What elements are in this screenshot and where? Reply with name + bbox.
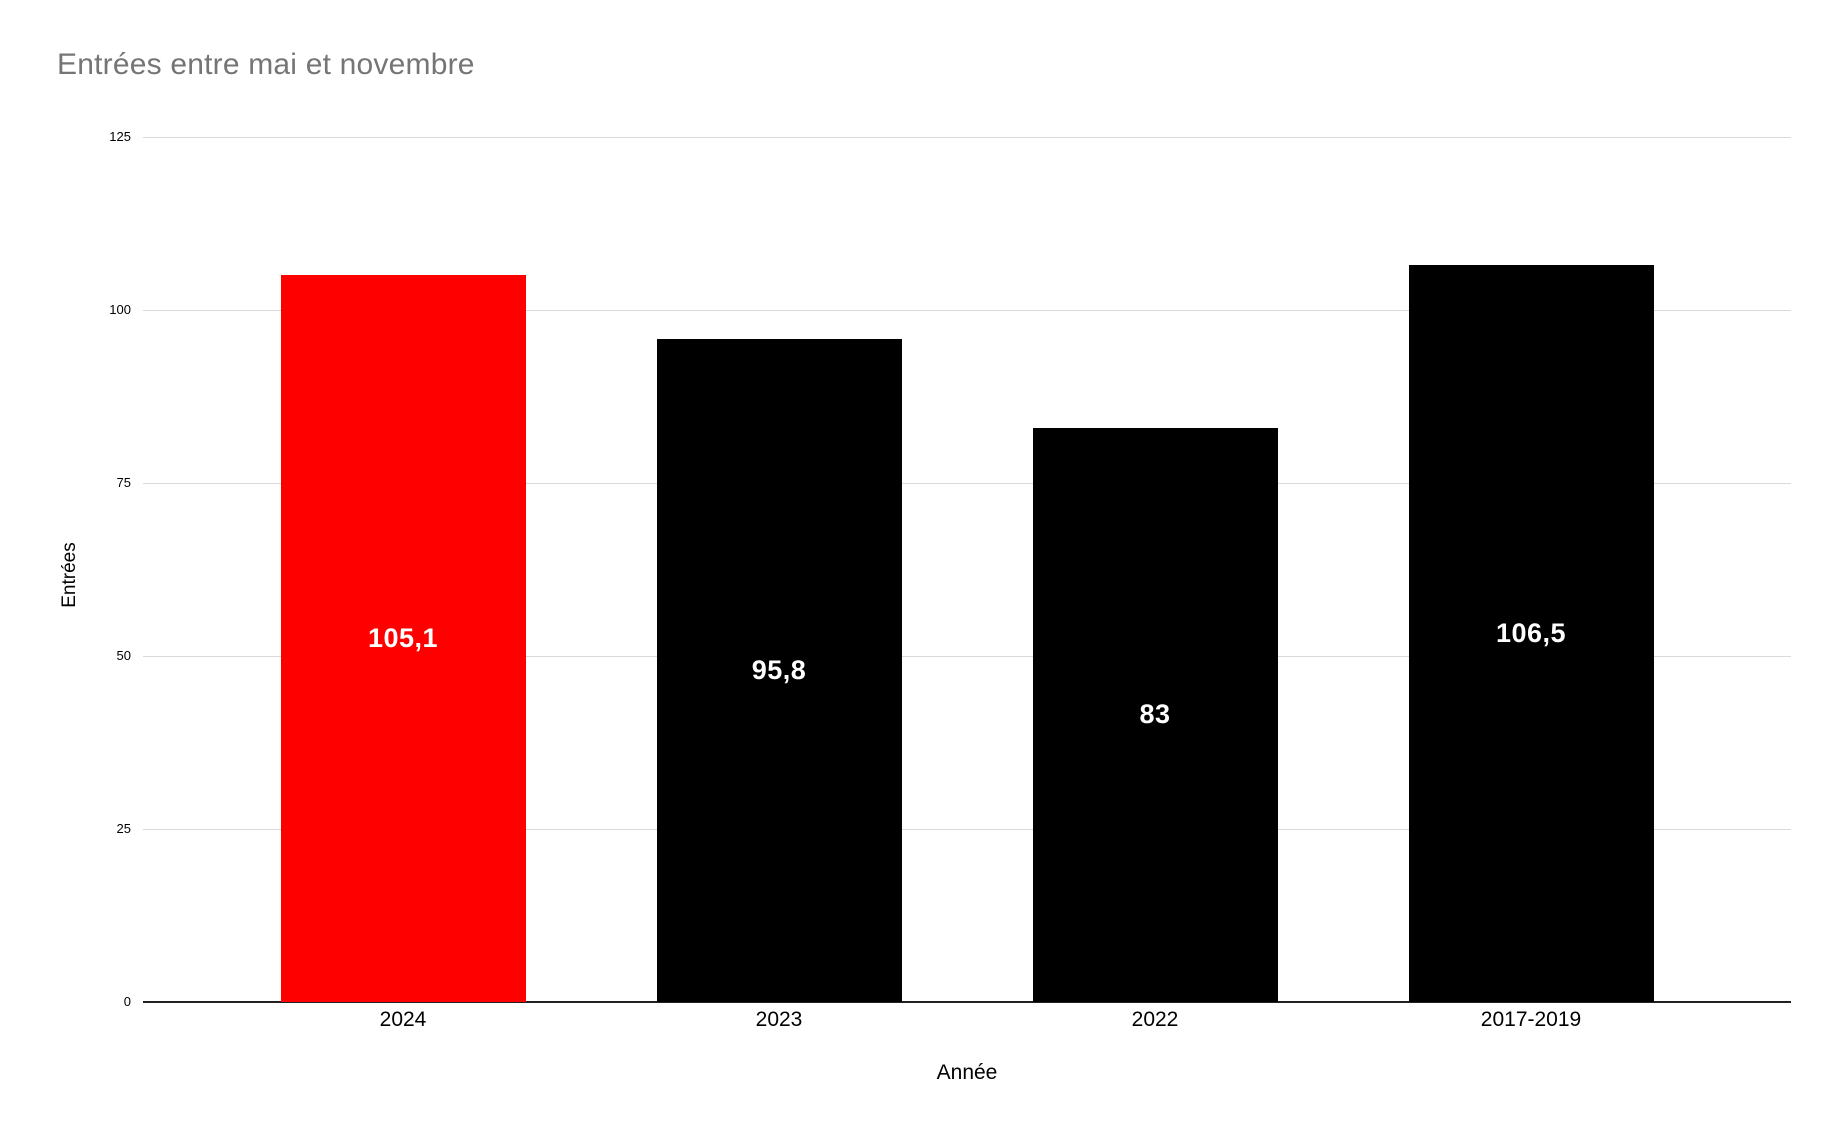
y-tick-label-100: 100 — [109, 302, 131, 317]
x-category-label-2017-2019: 2017-2019 — [1480, 1008, 1582, 1031]
y-tick-label-50: 50 — [116, 648, 131, 663]
gridline-75 — [143, 483, 1791, 484]
x-category-label-2023: 2023 — [755, 1008, 803, 1031]
y-tick-label-25: 25 — [116, 821, 131, 836]
bar-2017-2019[interactable]: 106,5 — [1408, 265, 1654, 1002]
y-tick-label-125: 125 — [109, 129, 131, 144]
y-tick-label-0: 0 — [123, 994, 131, 1009]
gridline-50 — [143, 656, 1791, 657]
x-category-label-2024: 2024 — [379, 1008, 427, 1031]
y-tick-label-75: 75 — [116, 475, 131, 490]
bar-value-label-2023: 95,8 — [751, 655, 807, 686]
x-axis-title: Année — [936, 1061, 998, 1084]
bar-2023[interactable]: 95,8 — [656, 339, 902, 1002]
gridline-125 — [143, 137, 1791, 138]
chart-title: Entrées entre mai et novembre — [57, 48, 475, 81]
gridline-100 — [143, 310, 1791, 311]
gridline-25 — [143, 829, 1791, 830]
bar-value-label-2024: 105,1 — [367, 622, 439, 653]
bar-value-label-2022: 83 — [1139, 699, 1171, 730]
plot-area: 105,1 95,8 83 106,5 — [143, 137, 1791, 1003]
bar-2022[interactable]: 83 — [1032, 427, 1278, 1002]
x-category-label-2022: 2022 — [1131, 1008, 1179, 1031]
bar-value-label-2017-2019: 106,5 — [1495, 618, 1567, 649]
y-axis-title: Entrées — [59, 542, 80, 608]
x-axis-baseline — [143, 1001, 1791, 1003]
bar-2024[interactable]: 105,1 — [280, 274, 526, 1002]
